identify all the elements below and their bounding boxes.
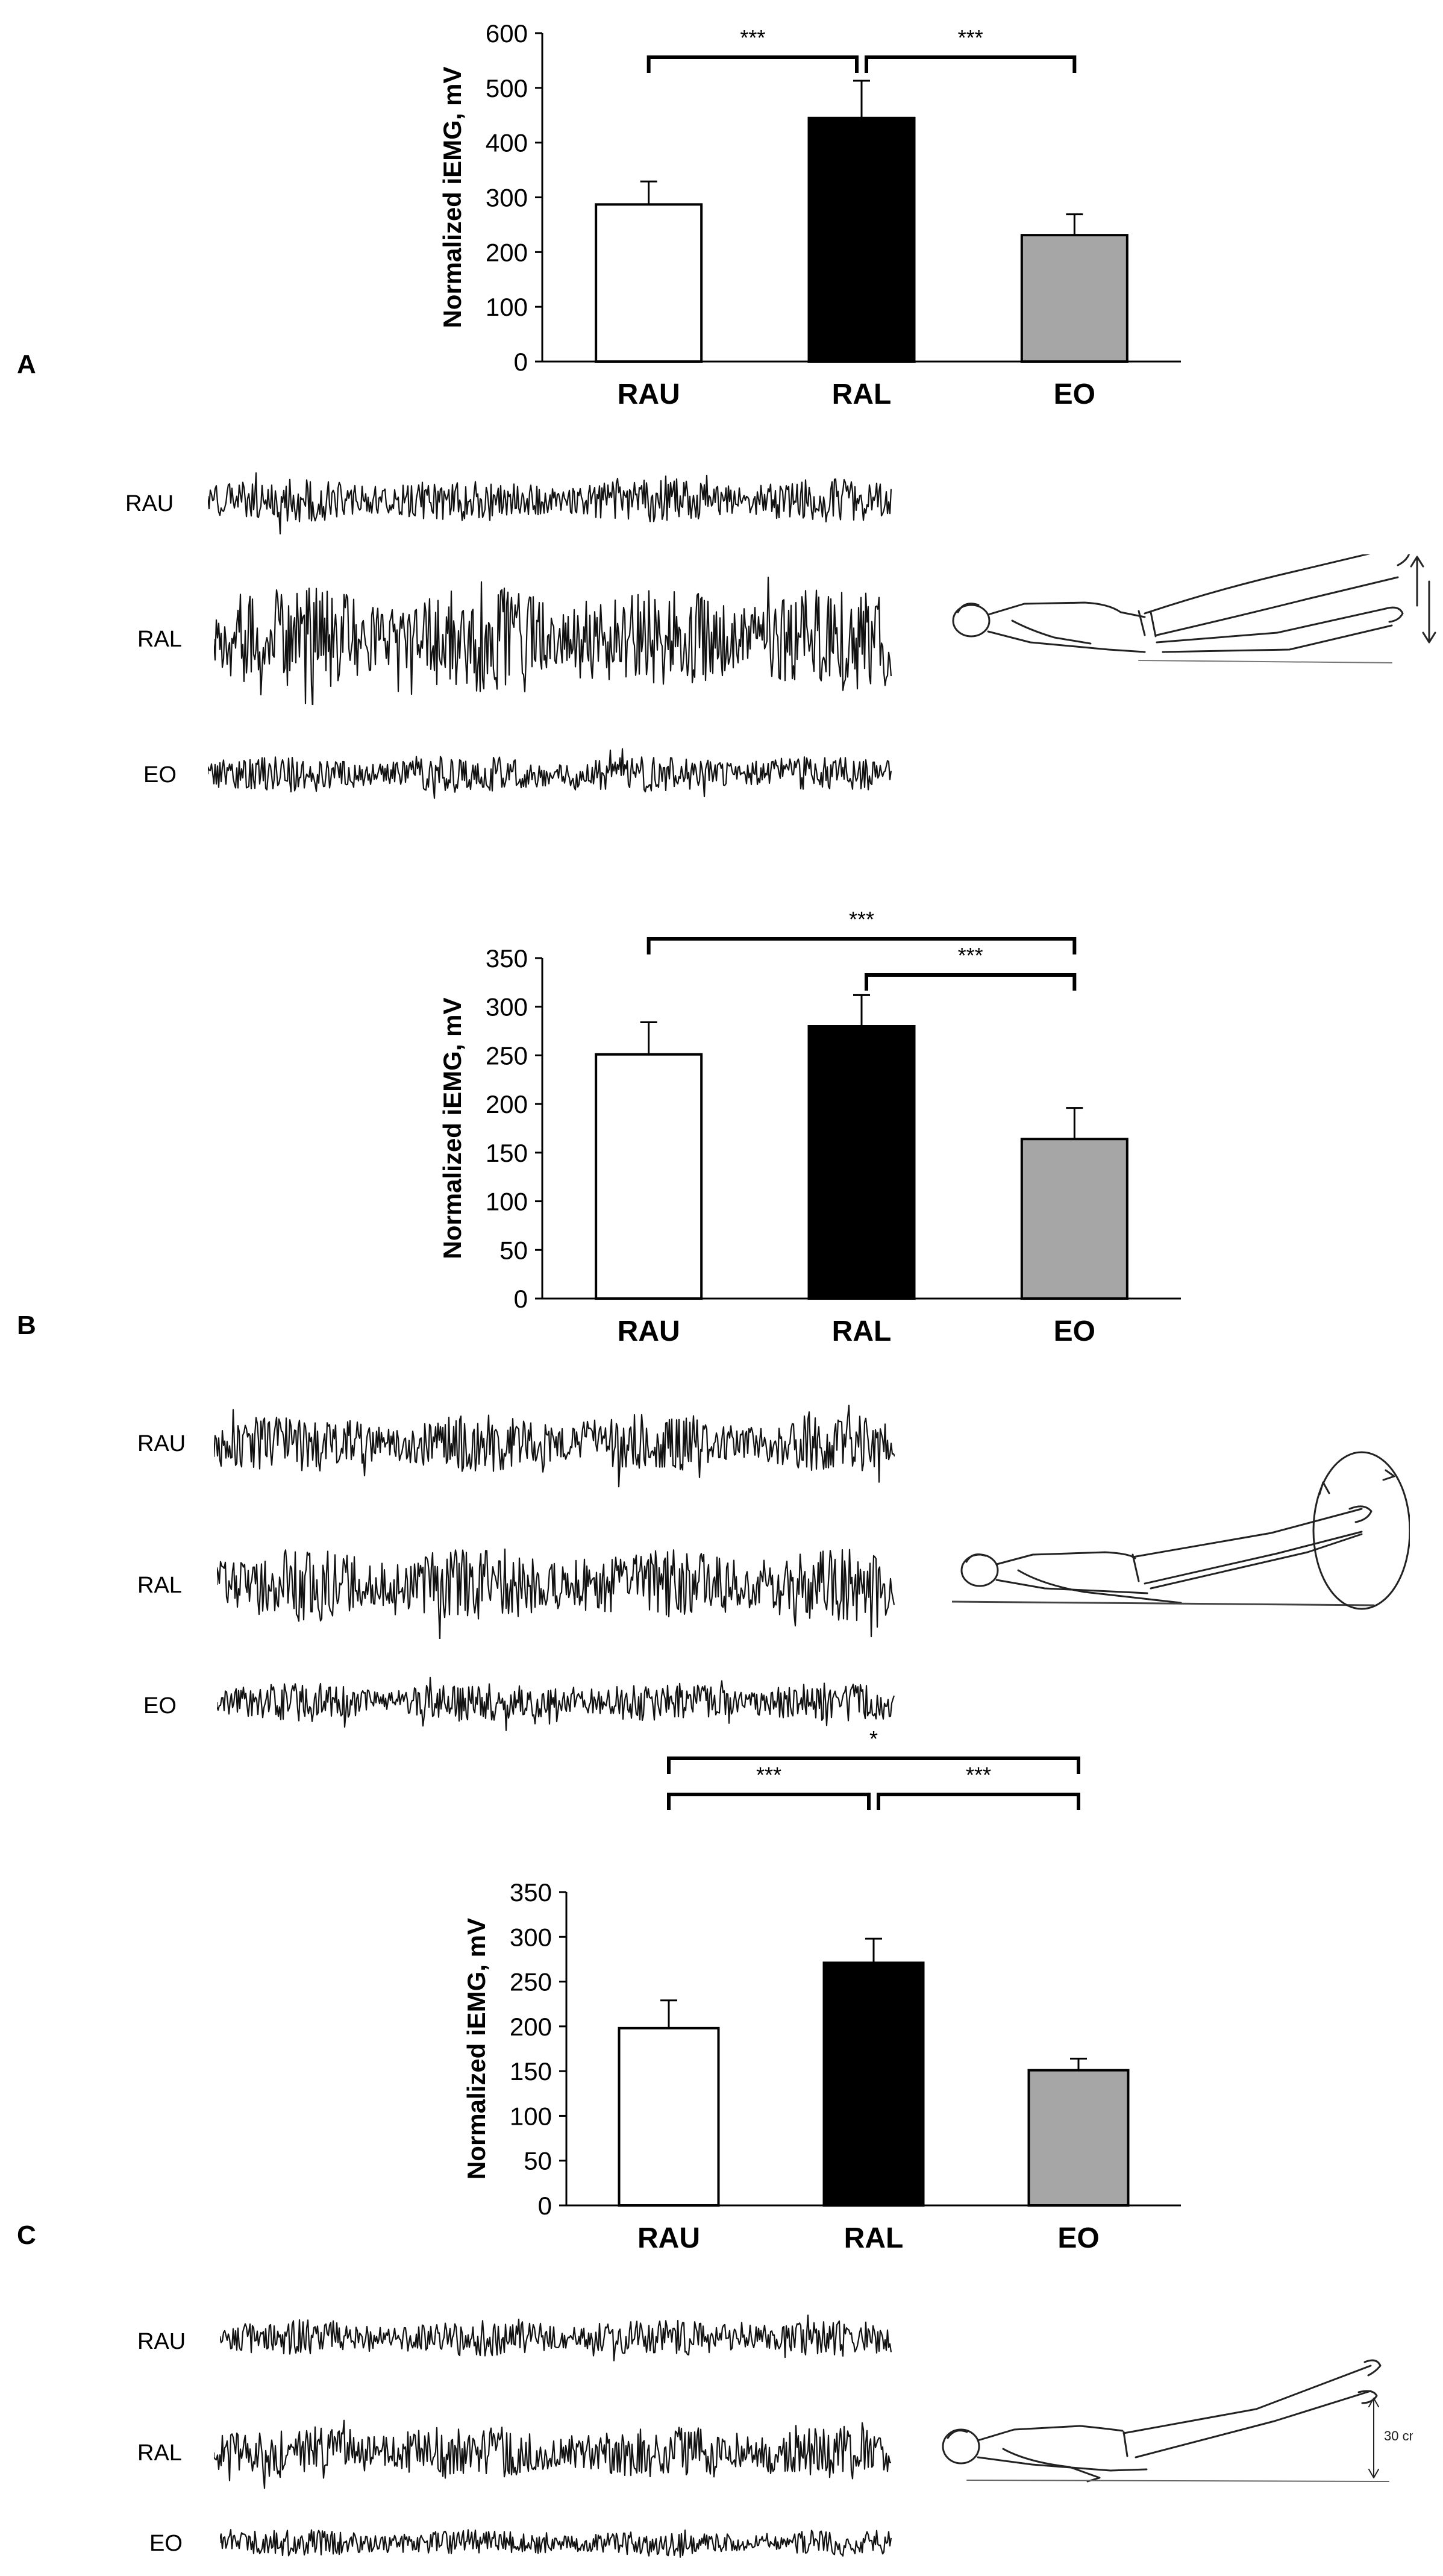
height-label: 30 cm: [1384, 2428, 1413, 2443]
x-tick-label-rau: RAU: [637, 2222, 700, 2254]
bar-ral: [807, 1025, 916, 1300]
trace-label-ral-a: RAL: [137, 627, 182, 652]
y-tick-label: 200: [510, 2013, 552, 2041]
y-tick-label: 250: [486, 1041, 528, 1070]
trace-label-eo-b: EO: [143, 1693, 177, 1719]
bar-rau: [618, 2026, 720, 2207]
y-tick-label: 300: [510, 1923, 552, 1951]
x-tick-label-ral: RAL: [832, 1315, 892, 1347]
significance-bracket: [865, 55, 1077, 73]
bar-rau: [595, 203, 703, 363]
panel-letter-c: C: [17, 2220, 36, 2250]
emg-trace-ral-a: [214, 576, 892, 705]
emg-trace-rau-b: [214, 1405, 895, 1488]
emg-trace-ral-b: [217, 1548, 895, 1639]
bar-rau: [595, 1053, 703, 1300]
emg-trace-ral-c: [214, 2419, 892, 2489]
y-tick-label: 0: [514, 348, 528, 376]
leg-raise-figure-icon: [952, 554, 1436, 663]
emg-trace-rau-c: [220, 2314, 892, 2361]
bar-eo: [1020, 234, 1128, 363]
significance-bracket: [667, 1757, 1080, 1774]
y-tick-label: 400: [486, 129, 528, 157]
emg-trace-eo-a: [208, 748, 892, 799]
y-tick-label: 50: [524, 2147, 552, 2175]
y-tick-label: 250: [510, 1968, 552, 1996]
panel-letter-a: A: [17, 349, 36, 379]
x-tick-label-ral: RAL: [844, 2222, 904, 2254]
y-tick-label: 500: [486, 74, 528, 102]
x-tick-label-rau: RAU: [618, 378, 680, 410]
trace-label-eo-a: EO: [143, 762, 177, 788]
y-tick-label: 150: [510, 2057, 552, 2086]
y-tick-label: 100: [510, 2102, 552, 2130]
trace-label-rau-c: RAU: [137, 2329, 186, 2354]
bar-eo: [1020, 1138, 1128, 1300]
bar-chart-b: 0 50 100 150 200 250 300 350 Normalized iEMG, mV…: [438, 907, 1181, 1347]
y-tick-label: 0: [514, 1285, 528, 1313]
trace-label-eo-c: EO: [149, 2531, 183, 2556]
y-tick-label: 100: [486, 1188, 528, 1216]
significance-label: ***: [958, 943, 983, 968]
y-tick-label: 350: [486, 944, 528, 973]
x-tick-label-eo: EO: [1057, 2222, 1099, 2254]
significance-bracket: [646, 937, 1077, 954]
x-tick-label-rau: RAU: [618, 1315, 680, 1347]
y-tick-label: 200: [486, 1090, 528, 1118]
significance-bracket: [646, 55, 859, 73]
leg-circle-figure-icon: [952, 1451, 1410, 1610]
y-tick-label: 150: [486, 1139, 528, 1167]
trace-label-ral-b: RAL: [137, 1573, 182, 1598]
trace-label-ral-c: RAL: [137, 2440, 182, 2466]
bar-chart-a: 0 100 200 300 400 500 600 Normalized iEMG, mV RA…: [438, 19, 1181, 410]
bar-chart-c: 0 50 100 150 200 250 300 350 Normalized iEMG, mV…: [462, 1726, 1181, 2254]
trace-label-rau-a: RAU: [125, 491, 174, 516]
trace-label-rau-b: RAU: [137, 1431, 186, 1456]
y-axis-title: Normalized iEMG, mV: [438, 997, 466, 1259]
emg-trace-eo-b: [217, 1676, 895, 1731]
significance-label: ***: [756, 1763, 781, 1787]
panel-letter-b: B: [17, 1311, 36, 1340]
emg-trace-eo-c: [220, 2529, 892, 2558]
significance-bracket: [865, 973, 1077, 991]
significance-label: *: [869, 1726, 878, 1751]
y-tick-label: 300: [486, 993, 528, 1021]
y-tick-label: 350: [510, 1878, 552, 1907]
y-tick-label: 600: [486, 19, 528, 48]
x-tick-label-ral: RAL: [832, 378, 892, 410]
x-tick-label-eo: EO: [1054, 1315, 1095, 1347]
leg-hold-30cm-figure-icon: 30 cm: [942, 2359, 1413, 2483]
significance-bracket: [877, 1793, 1080, 1810]
y-tick-label: 200: [486, 238, 528, 266]
significance-label: ***: [966, 1763, 991, 1787]
bar-eo: [1027, 2069, 1130, 2207]
y-tick-label: 300: [486, 184, 528, 212]
x-tick-label-eo: EO: [1054, 378, 1095, 410]
y-tick-label: 50: [499, 1236, 528, 1264]
bar-ral: [807, 116, 916, 363]
y-axis-title: Normalized iEMG, mV: [462, 1918, 490, 2180]
y-tick-label: 0: [538, 2192, 552, 2220]
y-axis-title: Normalized iEMG, mV: [438, 66, 466, 328]
significance-label: ***: [740, 25, 765, 50]
emg-trace-rau-a: [208, 472, 892, 534]
significance-label: ***: [958, 25, 983, 50]
bar-ral: [822, 1961, 925, 2207]
significance-label: ***: [849, 907, 874, 932]
y-tick-label: 100: [486, 293, 528, 321]
significance-bracket: [667, 1793, 871, 1810]
